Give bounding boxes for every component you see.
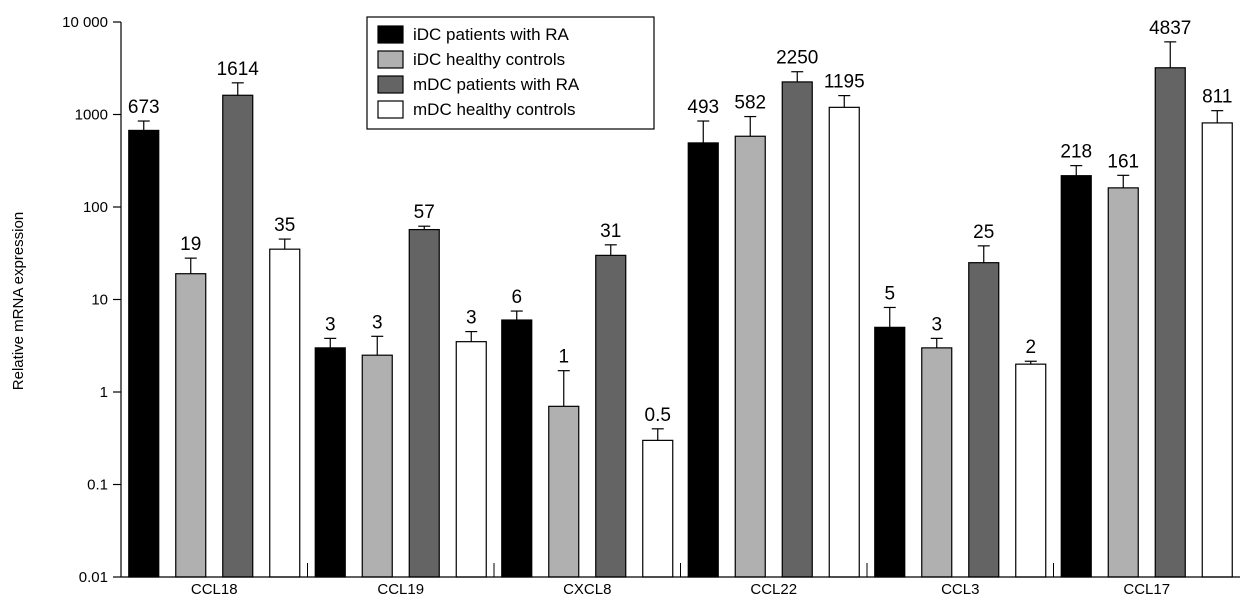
data-label: 19	[180, 234, 201, 255]
category-label: CCL19	[377, 581, 424, 598]
bar	[1060, 175, 1092, 578]
data-label: 4837	[1149, 18, 1191, 39]
bar	[1107, 187, 1139, 578]
bar	[361, 354, 393, 578]
legend-swatch	[377, 50, 404, 69]
data-label: 35	[274, 215, 295, 236]
data-label: 2	[1025, 337, 1036, 358]
data-label: 1195	[824, 72, 865, 93]
bar	[642, 439, 674, 578]
bar	[501, 319, 533, 578]
category-label: CCL3	[941, 581, 979, 598]
y-tick-label: 0.1	[87, 477, 108, 494]
bar	[734, 135, 766, 578]
axes-layer: 0.01 0.1 1 10 100 1000 10 000 CCL18 CCL19 CXCL8 CC…	[62, 14, 1240, 598]
legend-box	[366, 16, 655, 130]
data-label: 161	[1107, 151, 1139, 172]
y-axis-title: Relative mRNA expression	[10, 212, 27, 390]
legend-label: iDC patients with RA	[413, 25, 570, 44]
bar	[455, 341, 487, 578]
data-label: 811	[1202, 87, 1232, 108]
category-label: CCL22	[750, 581, 797, 598]
data-label: 2250	[776, 48, 818, 69]
data-label: 493	[687, 97, 719, 118]
bar	[222, 94, 254, 578]
category-label: CCL18	[191, 581, 238, 598]
data-label: 31	[600, 221, 621, 242]
y-tick-label: 0.01	[79, 569, 108, 586]
bar	[1154, 67, 1186, 578]
bar	[968, 262, 1000, 578]
category-label: CXCL8	[563, 581, 611, 598]
data-label: 673	[128, 97, 160, 118]
legend: iDC patients with RA iDC healthy controls…	[366, 16, 655, 130]
y-tick-label: 100	[83, 199, 108, 216]
bar	[687, 142, 719, 578]
data-label: 3	[931, 314, 942, 335]
data-label: 6	[511, 287, 522, 308]
y-tick-label: 10 000	[62, 14, 108, 31]
data-label: 582	[734, 93, 766, 114]
legend-label: mDC patients with RA	[413, 75, 580, 94]
y-tick-label: 1	[100, 384, 108, 401]
legend-label: iDC healthy controls	[413, 50, 565, 69]
y-tick-label: 10	[91, 292, 108, 309]
bar	[1015, 363, 1047, 578]
data-label: 57	[414, 202, 435, 223]
bar	[548, 405, 580, 578]
bar	[269, 248, 301, 578]
bar	[595, 254, 627, 578]
data-label: 218	[1060, 142, 1092, 163]
category-label: CCL17	[1123, 581, 1170, 598]
bar	[128, 129, 160, 578]
data-label: 1614	[217, 59, 260, 80]
bar	[314, 347, 346, 578]
legend-swatch	[377, 75, 404, 94]
bar	[921, 347, 953, 578]
bars-layer: 673 19 1614 35 3 3 57 3 6 1 31 0.5 493 582 2250 1195 5 3 2…	[128, 18, 1233, 578]
data-label: 3	[372, 312, 383, 333]
data-label: 25	[973, 222, 994, 243]
data-label: 3	[466, 308, 477, 329]
legend-swatch	[377, 100, 404, 119]
bar	[781, 81, 813, 578]
legend-label: mDC healthy controls	[413, 100, 576, 119]
data-label: 3	[325, 314, 336, 335]
bar	[175, 273, 207, 578]
data-label: 5	[884, 283, 895, 304]
data-label: 0.5	[645, 405, 671, 426]
bar	[874, 326, 906, 578]
bar	[408, 228, 440, 578]
bar	[1201, 122, 1233, 578]
legend-swatch	[377, 25, 404, 44]
y-tick-label: 1000	[75, 107, 108, 124]
bar	[828, 106, 860, 578]
data-label: 1	[558, 347, 569, 368]
